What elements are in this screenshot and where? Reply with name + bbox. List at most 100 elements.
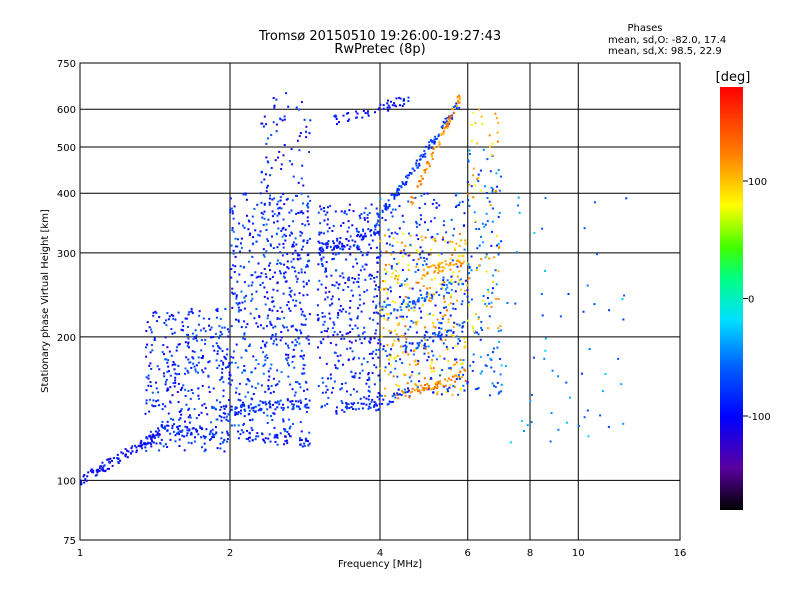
data-point <box>231 212 234 215</box>
data-point <box>279 339 282 342</box>
data-point <box>266 238 269 241</box>
data-point <box>358 338 361 341</box>
data-point <box>491 220 494 223</box>
data-point <box>184 395 187 397</box>
data-point <box>319 356 321 359</box>
data-point <box>358 376 361 379</box>
data-point <box>375 366 378 369</box>
data-point <box>417 359 420 362</box>
data-point <box>437 264 440 267</box>
data-point <box>260 171 263 174</box>
data-point <box>299 301 302 304</box>
data-point <box>234 411 237 414</box>
data-point <box>419 155 422 158</box>
data-point <box>249 232 252 235</box>
data-point <box>480 258 483 260</box>
data-point <box>272 300 275 303</box>
data-point <box>365 263 368 266</box>
data-point <box>308 399 311 402</box>
data-point <box>301 232 304 235</box>
data-point <box>486 197 489 199</box>
data-point <box>231 287 234 290</box>
data-point <box>449 293 452 296</box>
data-point <box>495 283 498 286</box>
data-point <box>379 343 382 346</box>
data-point <box>162 344 165 346</box>
data-point <box>305 318 307 321</box>
data-point <box>391 272 394 275</box>
data-point <box>406 174 409 177</box>
data-point <box>343 245 346 248</box>
data-point <box>447 117 450 120</box>
data-point <box>248 431 251 434</box>
data-point <box>446 329 449 332</box>
data-point <box>438 143 441 146</box>
data-point <box>431 264 434 267</box>
data-point <box>308 313 311 316</box>
data-point <box>149 351 152 354</box>
data-point <box>439 283 442 286</box>
data-point <box>255 290 258 293</box>
data-point <box>174 440 177 443</box>
data-point <box>408 305 411 307</box>
data-point <box>145 346 147 349</box>
data-point <box>229 383 232 386</box>
data-point <box>224 357 227 360</box>
data-point <box>359 372 361 375</box>
data-point <box>327 240 330 243</box>
data-point <box>347 220 350 223</box>
data-point <box>175 373 178 376</box>
data-point <box>453 281 456 283</box>
data-point <box>497 330 500 333</box>
data-point <box>378 288 381 291</box>
data-point <box>446 124 449 127</box>
data-point <box>308 431 311 434</box>
y-tick-label: 750 <box>57 59 76 70</box>
data-point <box>491 142 494 145</box>
data-point <box>108 467 110 470</box>
data-point <box>282 418 285 421</box>
data-point <box>325 275 328 278</box>
data-point <box>368 376 371 379</box>
data-point <box>146 437 149 440</box>
data-point <box>230 424 233 427</box>
data-point <box>383 299 386 302</box>
data-point <box>455 102 458 105</box>
data-point <box>386 313 388 316</box>
data-point <box>399 345 402 348</box>
data-point <box>474 220 477 223</box>
data-point <box>414 363 417 366</box>
data-point <box>145 402 148 405</box>
data-point <box>268 308 271 311</box>
data-point <box>396 309 399 312</box>
data-point <box>193 365 196 368</box>
data-point <box>438 270 441 273</box>
data-point <box>375 246 378 249</box>
data-point <box>165 319 167 322</box>
data-point <box>337 283 340 286</box>
data-point <box>417 300 420 303</box>
data-point <box>441 369 444 371</box>
data-point <box>491 230 493 233</box>
data-point <box>240 237 243 240</box>
data-point <box>327 396 330 399</box>
data-point <box>281 324 284 327</box>
data-point <box>447 318 450 321</box>
data-point <box>378 233 381 236</box>
data-point <box>377 338 380 341</box>
data-point <box>322 207 325 209</box>
data-point <box>340 224 342 227</box>
data-point <box>424 221 426 224</box>
data-point <box>181 434 184 437</box>
data-point <box>257 233 260 236</box>
data-point <box>472 327 475 330</box>
data-point <box>373 383 376 386</box>
data-point <box>390 193 393 196</box>
grid-lines <box>80 63 680 540</box>
data-point <box>430 147 433 149</box>
data-point <box>346 407 348 410</box>
data-point <box>271 198 274 201</box>
data-point <box>187 341 190 344</box>
data-point <box>158 316 161 318</box>
data-point <box>326 211 329 214</box>
